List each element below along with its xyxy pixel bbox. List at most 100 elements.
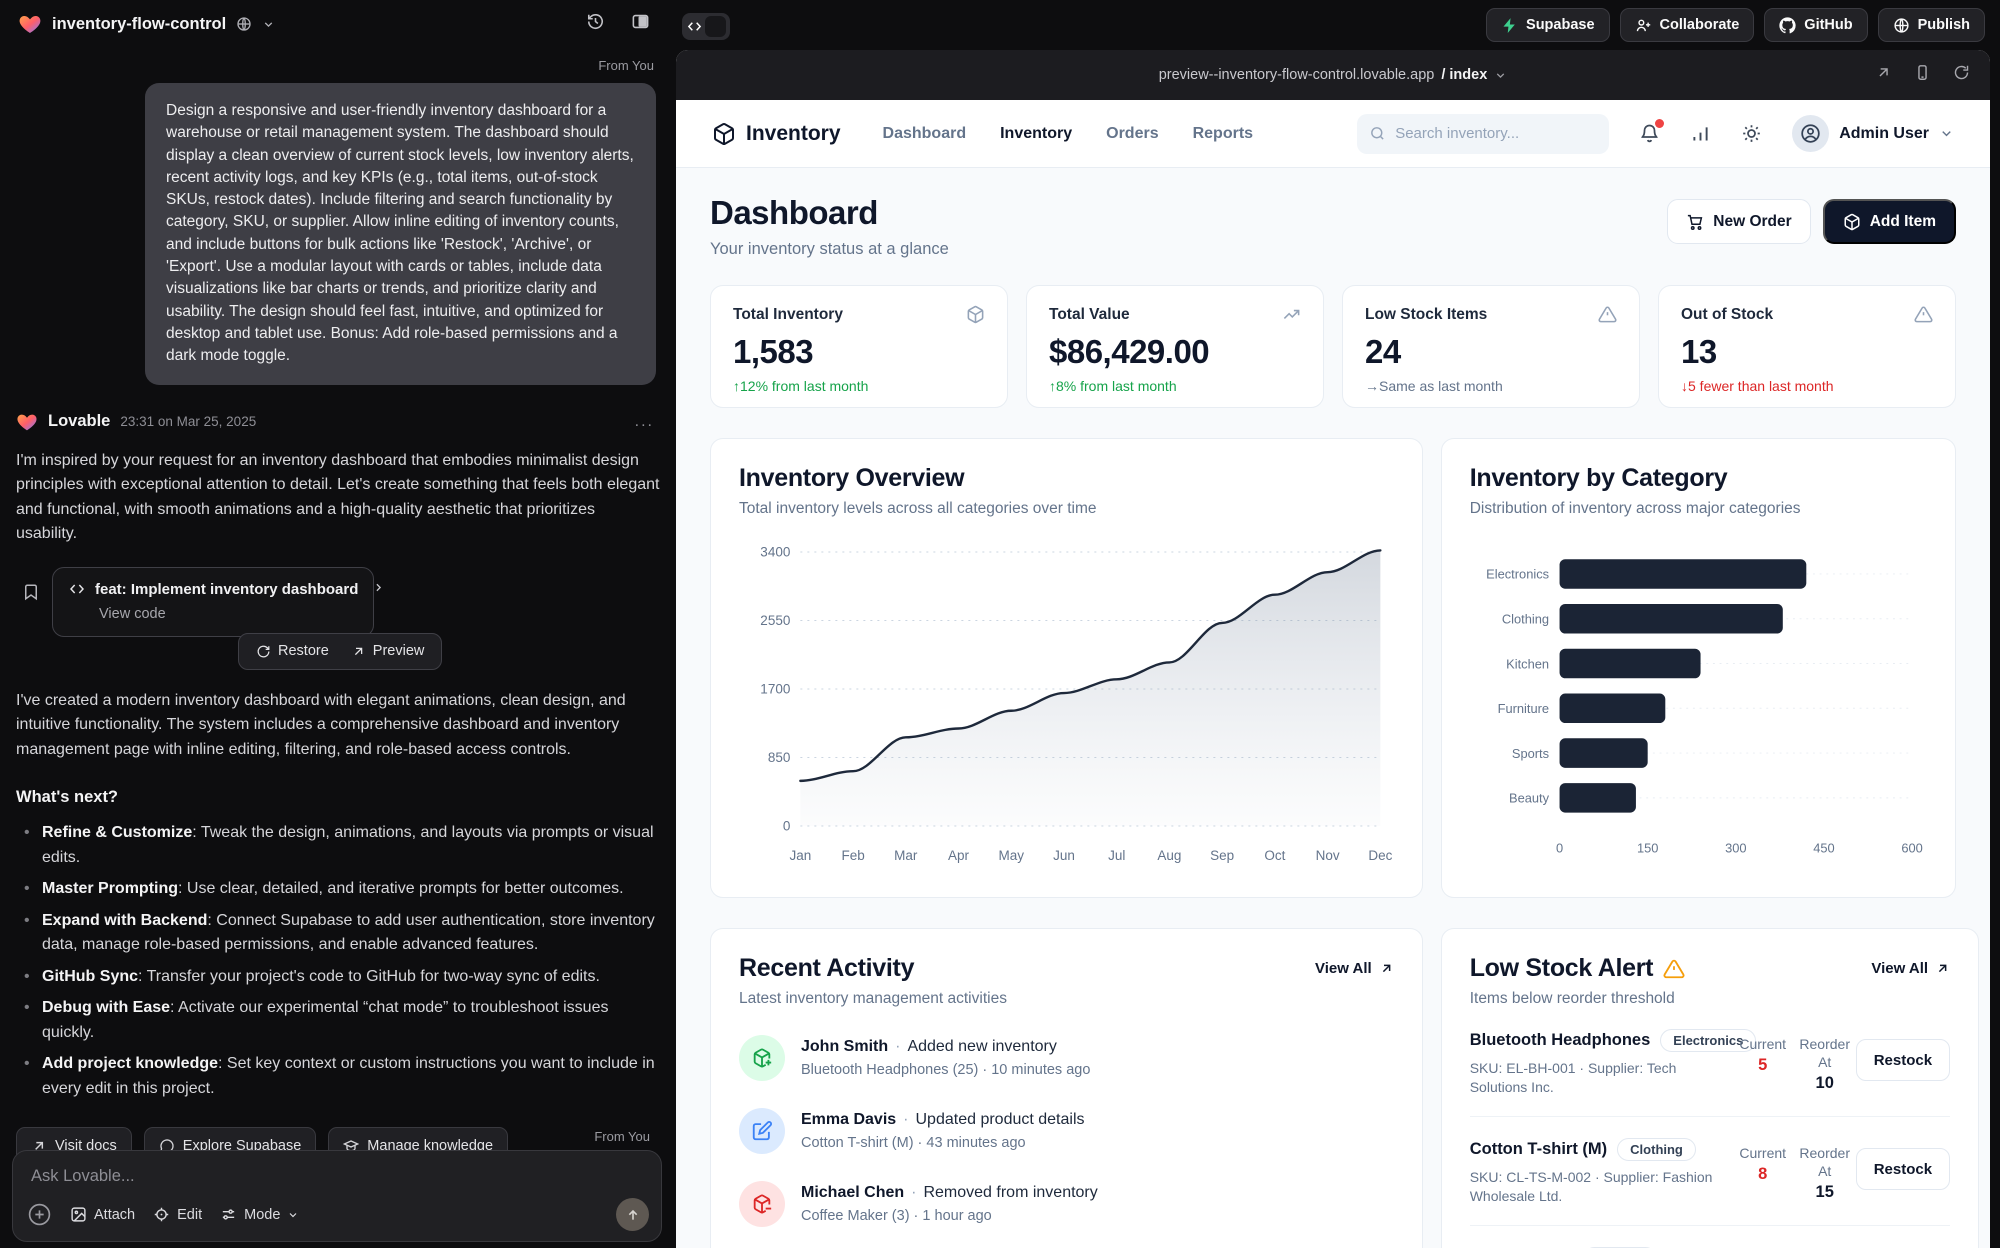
activity-user: Emma Davis [801,1111,897,1128]
activity-user: John Smith [801,1038,889,1055]
publish-button[interactable]: Publish [1877,8,1985,42]
separator-dot: · [911,1184,917,1201]
activity-detail: Cotton T-shirt (M) · 43 minutes ago [801,1135,1026,1151]
lovable-avatar-icon [17,414,37,430]
low-stock-name-row: Bluetooth Headphones Electronics [1470,1029,1757,1052]
new-order-button[interactable]: New Order [1667,199,1811,244]
user-name: Admin User [1839,124,1929,142]
notifications-bell-icon[interactable] [1639,119,1665,144]
current-stock: Current 8 [1732,1144,1794,1184]
preview-topbar: preview--inventory-flow-control.lovable.… [676,50,1990,100]
kpi-header: Out of Stock [1681,305,1933,324]
package-icon [1844,213,1860,230]
add-item-button[interactable]: Add Item [1822,199,1956,244]
commit-card[interactable]: feat: Implement inventory dashboard View… [52,566,382,637]
restore-button[interactable]: Restore [245,643,340,659]
activity-row: Michael Chen · Removed from inventory Coffe… [739,1181,1394,1227]
nav-link-orders[interactable]: Orders [1106,124,1159,142]
mobile-view-icon[interactable] [1914,64,1931,86]
warning-triangle-icon [1663,958,1685,980]
low-stock-row: Cotton T-shirt (M) Clothing SKU: CL-TS-M-0… [1469,1117,1951,1226]
view-code-link[interactable]: View code [99,605,166,622]
bullet-text: : Connect Supabase to add user authentic… [42,911,655,954]
package-icon [714,122,734,145]
notification-dot [1655,119,1665,128]
page-header: Dashboard Your inventory status at a gla… [710,194,1956,259]
nav-links: Dashboard Inventory Orders Reports [883,125,1254,143]
cart-icon [1688,214,1703,230]
search-input[interactable]: Search inventory... [1357,113,1610,154]
trending-up-icon [1282,305,1301,324]
activity-title: Recent Activity [739,954,915,982]
app-navbar: Inventory Dashboard Inventory Orders Report… [676,100,1990,168]
low-stock-subtitle: Items below reorder threshold [1469,990,1675,1007]
arrow-up-right-icon [31,1138,47,1154]
svg-text:May: May [999,848,1025,863]
restock-button[interactable]: Restock [1855,1148,1951,1190]
low-stock-view-all-link[interactable]: View All [1871,960,1950,977]
nav-link-inventory[interactable]: Inventory [1000,124,1073,142]
activity-subtitle: Latest inventory management activities [739,990,1007,1007]
kpi-delta: →Same as last month [1365,378,1503,394]
preview-url: preview--inventory-flow-control.lovable.… [1158,67,1435,83]
supabase-button[interactable]: Supabase [1486,8,1610,42]
whats-next-list: Refine & Customize: Tweak the design, an… [16,821,660,1101]
whats-next-item: Master Prompting: Use clear, detailed, a… [16,877,660,902]
nav-link-dashboard[interactable]: Dashboard [882,124,967,142]
page-title: Dashboard [710,194,878,231]
github-button[interactable]: GitHub [1764,8,1868,42]
activity-action: Removed from inventory [923,1184,1098,1201]
collaborate-button[interactable]: Collaborate [1619,8,1755,42]
chat-input-box[interactable]: Ask Lovable... Attach Edit Mode [12,1150,662,1242]
app-brand[interactable]: Inventory [712,122,841,146]
code-preview-toggle[interactable] [682,13,730,40]
current-stock: Current 5 [1732,1035,1794,1075]
edit-icon [739,1108,785,1154]
plus-circle-icon[interactable] [27,1202,52,1227]
whats-next-item: Expand with Backend: Connect Supabase to… [16,909,660,958]
commit-title: feat: Implement inventory dashboard [95,580,359,598]
arrow-up-right-icon [1382,964,1391,973]
button-label: Collaborate [1659,17,1740,33]
package-plus-icon [739,1035,785,1081]
svg-text:600: 600 [1901,841,1922,856]
activity-row: John Smith · Added new inventory Bluetooth … [739,1035,1394,1081]
activity-view-all-link[interactable]: View All [1315,960,1394,977]
chevron-down-icon[interactable] [262,18,275,31]
overview-chart-subtitle: Total inventory levels across all catego… [739,500,1097,517]
analytics-icon[interactable] [1690,123,1711,144]
mode-selector[interactable]: Mode [220,1206,299,1223]
activity-detail: Coffee Maker (3) · 1 hour ago [801,1208,992,1224]
assistant-message-header: Lovable 23:31 on Mar 25, 2025 ... [16,411,660,433]
nav-link-reports[interactable]: Reports [1192,124,1254,142]
restock-button[interactable]: Restock [1855,1039,1951,1081]
preview-url-bar[interactable]: preview--inventory-flow-control.lovable.… [1159,67,1508,83]
reorder-at: Reorder At 10 [1794,1035,1856,1093]
package-minus-icon [739,1181,785,1227]
reorder-at: Reorder At 15 [1794,1144,1856,1202]
bookmark-icon[interactable] [22,583,40,675]
preview-button[interactable]: Preview [340,643,436,659]
bullet-title: Refine & Customize [42,824,193,842]
attach-button[interactable]: Attach [70,1206,135,1223]
refresh-icon[interactable] [1953,64,1970,86]
activity-line1: Emma Davis · Updated product details [801,1111,1085,1129]
low-stock-list: Bluetooth Headphones Electronics SKU: EL-B… [1469,1008,1951,1248]
kpi-delta: ↑12% from last month [733,378,869,394]
user-menu[interactable]: Admin User [1792,115,1954,152]
button-label: Publish [1917,17,1970,33]
edit-button[interactable]: Edit [153,1206,202,1223]
current-value: 5 [1758,1056,1768,1074]
open-in-new-tab-icon[interactable] [1875,64,1892,86]
project-name[interactable]: inventory-flow-control [52,14,227,33]
category-bar-chart: Electronics Clothing Kitchen Furniture Sport… [1470,536,1927,872]
message-menu-icon[interactable]: ... [634,412,654,430]
history-icon[interactable] [586,12,605,36]
whats-next-item: Add project knowledge: Set key context o… [16,1052,660,1101]
sidebar-panel-icon[interactable] [631,12,650,36]
send-button[interactable] [616,1198,649,1231]
whats-next-item: Refine & Customize: Tweak the design, an… [16,821,660,870]
button-label: Supabase [1526,17,1595,33]
theme-sun-icon[interactable] [1741,123,1762,144]
